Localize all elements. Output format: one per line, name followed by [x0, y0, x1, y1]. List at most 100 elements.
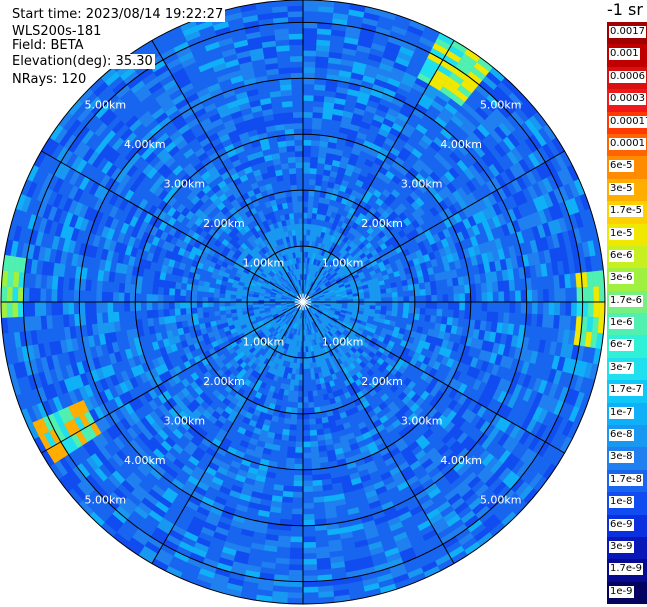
range-bin-cell — [12, 301, 19, 318]
range-bin-cell — [287, 440, 296, 448]
range-bin-cell — [306, 379, 312, 386]
range-bin-cell — [306, 218, 312, 225]
range-bin-cell — [310, 156, 319, 164]
range-bin-cell — [453, 293, 460, 303]
range-bin-cell — [508, 279, 516, 292]
range-bin-cell — [202, 301, 209, 308]
range-bin-cell — [436, 301, 443, 310]
range-bin-cell — [392, 301, 399, 308]
range-bin-cell — [307, 201, 314, 208]
range-bin-cell — [241, 304, 248, 309]
range-bin-cell — [576, 287, 583, 303]
range-bin-cell — [140, 284, 148, 294]
range-bin-cell — [381, 297, 388, 303]
range-bin-cell — [207, 301, 214, 308]
range-bin-cell — [374, 289, 382, 295]
range-bin-cell — [315, 173, 324, 181]
range-bin-cell — [302, 497, 314, 504]
range-bin-cell — [418, 282, 426, 290]
range-bin-cell — [302, 61, 316, 68]
range-bin-cell — [302, 195, 309, 202]
range-bin-cell — [6, 286, 13, 303]
range-bin-cell — [281, 428, 290, 436]
range-bin-cell — [312, 117, 323, 125]
range-bin-cell — [402, 307, 410, 314]
range-bin-cell — [302, 575, 318, 582]
range-bin-cell — [157, 309, 165, 318]
range-bin-cell — [288, 429, 297, 437]
range-bin-cell — [174, 295, 181, 303]
range-bin-cell — [309, 162, 318, 169]
range-bin-cell — [475, 292, 483, 303]
range-bin-cell — [107, 311, 115, 323]
range-bin-cell — [90, 312, 98, 325]
range-bin-cell — [307, 385, 313, 392]
range-bin-cell — [298, 385, 304, 392]
range-bin-cell — [118, 311, 126, 322]
range-bin-cell — [430, 308, 438, 317]
range-bin-cell — [424, 281, 432, 290]
range-bin-cell — [146, 293, 153, 303]
range-bin-cell — [219, 310, 226, 316]
range-bin-cell — [67, 301, 75, 315]
range-bin-cell — [310, 151, 319, 158]
range-bin-cell — [12, 286, 19, 303]
range-bin-cell — [429, 315, 437, 324]
range-bin-cell — [96, 312, 103, 324]
range-bin-cell — [296, 424, 304, 431]
range-bin-cell — [481, 301, 488, 312]
range-bin-cell — [308, 195, 315, 203]
range-bin-cell — [174, 288, 181, 296]
range-bin-cell — [282, 423, 291, 431]
range-bin-cell — [101, 280, 109, 292]
range-bin-cell — [306, 363, 311, 370]
range-bin-cell — [302, 514, 315, 521]
range-bin-cell — [112, 291, 119, 303]
range-bin-cell — [309, 368, 315, 375]
range-bin-cell — [503, 280, 510, 292]
range-bin-cell — [302, 78, 315, 85]
range-bin-cell — [230, 298, 237, 303]
range-bin-cell — [486, 281, 494, 293]
range-bin-cell — [425, 295, 432, 303]
range-bin-cell — [163, 294, 170, 303]
range-bin-cell — [587, 301, 594, 318]
range-bin-cell — [157, 301, 164, 310]
range-bin-cell — [197, 285, 204, 292]
range-bin-cell — [414, 295, 421, 303]
range-bin-cell — [39, 301, 47, 316]
range-bin-cell — [453, 285, 460, 295]
range-bin-cell — [397, 291, 404, 298]
range-bin-cell — [146, 309, 153, 319]
range-bin-cell — [302, 385, 308, 392]
range-bin-cell — [311, 457, 321, 465]
range-bin-cell — [313, 507, 326, 515]
range-bin-cell — [408, 301, 416, 309]
range-bin-cell — [101, 312, 109, 324]
range-bin-cell — [302, 480, 313, 487]
range-bin-cell — [302, 122, 313, 130]
range-bin-cell — [302, 536, 316, 543]
range-bin-cell — [213, 306, 220, 312]
range-bin-cell — [281, 496, 293, 504]
range-bin-cell — [302, 223, 308, 230]
range-bin-cell — [302, 229, 307, 236]
range-bin-cell — [419, 288, 427, 297]
range-bin-cell — [414, 301, 421, 309]
range-bin-cell — [312, 106, 324, 114]
range-bin-cell — [565, 287, 572, 303]
range-bin-cell — [381, 301, 388, 307]
range-bin-cell — [202, 291, 209, 298]
range-bin-cell — [316, 434, 326, 442]
range-bin-cell — [530, 277, 538, 291]
range-bin-cell — [219, 293, 226, 299]
range-bin-cell — [123, 292, 131, 303]
range-bin-cell — [408, 295, 416, 303]
range-bin-cell — [168, 308, 176, 317]
range-bin-cell — [380, 305, 387, 311]
range-bin-cell — [396, 286, 404, 293]
range-bin-cell — [312, 390, 319, 397]
range-bin-cell — [235, 298, 242, 303]
range-bin-cell — [526, 289, 533, 303]
range-bin-cell — [305, 346, 309, 353]
